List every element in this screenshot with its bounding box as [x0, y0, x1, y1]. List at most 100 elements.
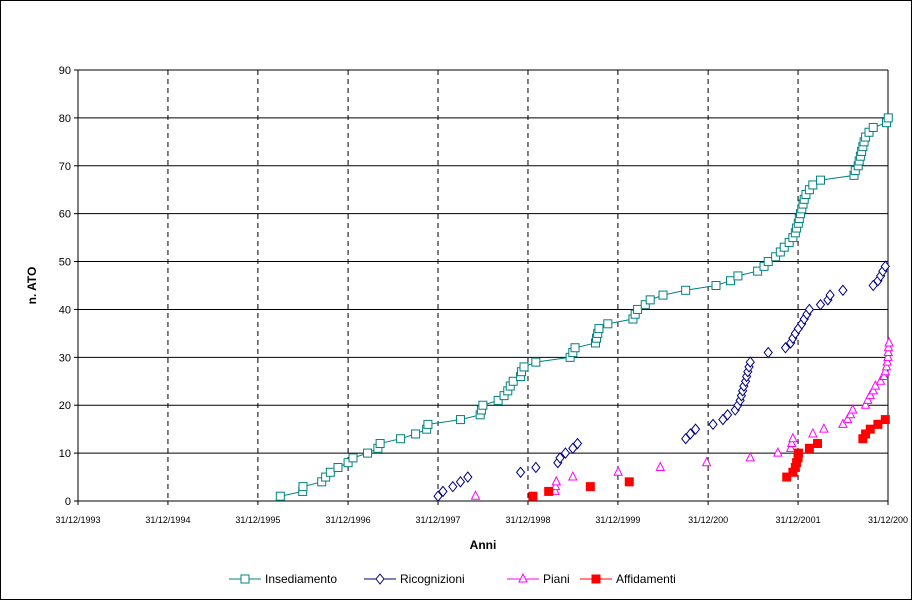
- point-affidamenti: [813, 439, 823, 449]
- point-insediamento: [658, 290, 668, 300]
- x-tick-label: 31/12/1995: [235, 515, 280, 525]
- x-tick-label: 31/12/1996: [326, 515, 371, 525]
- y-tick-label: 80: [59, 113, 71, 125]
- point-affidamenti: [865, 424, 875, 434]
- legend-item-ricognizioni: Ricognizioni: [364, 572, 465, 586]
- point-piani: [838, 418, 848, 428]
- point-insediamento: [531, 357, 541, 367]
- y-tick-labels: 0 10 20 30 40 50 60 70 80 90: [59, 65, 71, 508]
- y-tick-label: 90: [59, 65, 71, 77]
- series-layer: [275, 113, 894, 503]
- point-piani: [470, 490, 481, 500]
- point-piani: [870, 379, 881, 390]
- point-insediamento: [771, 252, 781, 262]
- point-insediamento: [815, 175, 825, 185]
- point-affidamenti: [804, 443, 814, 453]
- x-tick-label: 31/12/200: [688, 515, 728, 525]
- point-ricognizioni: [455, 476, 466, 488]
- point-ricognizioni: [838, 284, 848, 297]
- point-insediamento: [455, 415, 465, 425]
- point-piani: [865, 389, 876, 400]
- point-affidamenti: [861, 429, 871, 439]
- point-insediamento: [883, 113, 893, 123]
- point-insediamento: [298, 482, 308, 492]
- point-ricognizioni: [804, 303, 815, 316]
- point-insediamento: [493, 395, 503, 405]
- point-insediamento: [375, 439, 385, 449]
- series-insediamento: [275, 113, 893, 501]
- legend-item-insediamento: Insediamento: [229, 572, 337, 586]
- point-insediamento: [519, 362, 529, 372]
- legend-item-piani: Piani: [507, 572, 570, 586]
- x-tick-labels: 31/12/1993 31/12/1994 31/12/1995 31/12/1996…: [55, 515, 908, 525]
- point-ricognizioni: [708, 418, 718, 431]
- point-piani: [868, 384, 879, 395]
- point-affidamenti: [794, 448, 804, 458]
- point-ricognizioni: [515, 466, 526, 479]
- point-insediamento: [808, 180, 818, 190]
- point-insediamento: [726, 276, 736, 286]
- point-ricognizioni: [880, 260, 890, 273]
- point-piani: [883, 341, 894, 352]
- point-ricognizioni: [463, 471, 473, 483]
- y-tick-label: 40: [59, 304, 71, 316]
- point-insediamento: [645, 295, 655, 305]
- point-insediamento: [321, 472, 331, 482]
- point-affidamenti: [624, 477, 634, 487]
- point-piani: [786, 437, 797, 448]
- legend-label-piani: Piani: [543, 572, 570, 586]
- point-ricognizioni: [685, 428, 696, 440]
- point-piani: [655, 461, 666, 471]
- point-insediamento: [763, 257, 773, 267]
- y-tick-label: 60: [59, 209, 71, 221]
- point-piani: [883, 351, 893, 361]
- point-affidamenti: [880, 415, 890, 425]
- point-piani: [882, 356, 893, 366]
- x-tick-label: 31/12/1994: [145, 515, 190, 525]
- point-piani: [773, 446, 783, 457]
- x-tick-label: 31/12/2001: [776, 515, 821, 525]
- point-insediamento: [779, 242, 789, 252]
- point-insediamento: [681, 285, 691, 295]
- x-axis-title: Anni: [470, 538, 497, 552]
- point-piani: [745, 451, 756, 462]
- point-piani: [551, 475, 562, 486]
- point-ricognizioni: [825, 289, 835, 301]
- point-ricognizioni: [815, 298, 826, 311]
- x-tick-label: 31/12/200: [868, 515, 908, 525]
- point-piani: [808, 427, 818, 438]
- point-ricognizioni: [722, 408, 733, 421]
- legend-marker-insediamento: [240, 574, 250, 584]
- point-piani: [879, 370, 889, 380]
- legend-marker-piani: [518, 572, 528, 583]
- point-ricognizioni: [745, 356, 755, 368]
- vertical-gridlines: [77, 70, 889, 505]
- point-insediamento: [343, 458, 353, 468]
- y-tick-label: 10: [59, 448, 71, 460]
- point-piani: [550, 480, 561, 491]
- legend-item-affidamenti: Affidamenti: [580, 572, 676, 586]
- point-affidamenti: [585, 482, 595, 492]
- axes: [77, 69, 889, 502]
- y-tick-label: 30: [59, 352, 71, 364]
- point-ricognizioni: [763, 346, 773, 359]
- point-ricognizioni: [448, 480, 458, 493]
- legend-label-affidamenti: Affidamenti: [616, 572, 676, 586]
- y-tick-label: 20: [59, 400, 71, 412]
- point-ricognizioni: [531, 461, 541, 474]
- point-ricognizioni: [438, 485, 448, 498]
- point-insediamento: [733, 271, 743, 281]
- point-ricognizioni: [572, 437, 583, 450]
- point-insediamento: [868, 122, 878, 132]
- x-tick-label: 31/12/1997: [416, 515, 461, 525]
- point-piani: [785, 442, 796, 452]
- y-tick-label: 0: [65, 496, 71, 508]
- point-insediamento: [411, 429, 421, 439]
- point-insediamento: [363, 448, 373, 458]
- point-insediamento: [396, 434, 406, 444]
- x-tick-label: 31/12/1998: [505, 515, 550, 525]
- point-insediamento: [570, 343, 580, 353]
- point-piani: [875, 375, 886, 385]
- point-piani: [568, 470, 578, 481]
